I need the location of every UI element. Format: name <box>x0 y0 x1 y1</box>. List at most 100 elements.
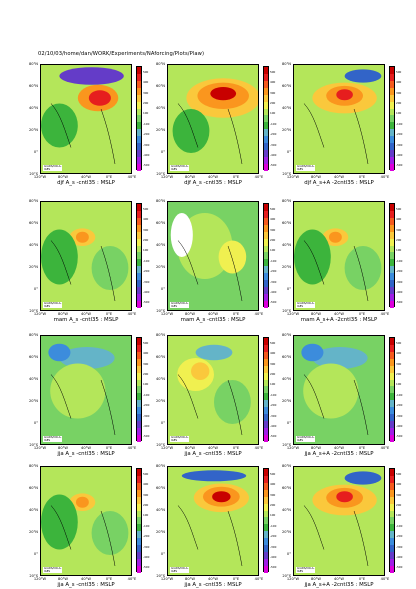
coastline <box>303 505 369 567</box>
colorbar-swatch <box>390 259 394 267</box>
latitude-label: 80°N <box>281 62 291 66</box>
mslp-field <box>168 336 258 444</box>
latitude-label: 20°S <box>282 172 291 176</box>
colorbar-tick-label: 400 <box>270 80 276 85</box>
colorbar-tick-label: 300 <box>396 90 402 95</box>
colorbar-tick-label: 200 <box>396 371 402 376</box>
latitude-label: 20°N <box>281 530 291 534</box>
colorbar-swatch <box>137 565 141 573</box>
latitude-label: 40°N <box>28 377 38 381</box>
longitude-label: 0°E <box>358 446 366 450</box>
coastline <box>177 240 243 302</box>
latitude-label: 20°N <box>281 399 291 403</box>
colorbar-swatch <box>390 344 394 352</box>
latitude-label: 20°N <box>28 399 38 403</box>
colorbar-tick-label: 500 <box>270 69 276 74</box>
longitude-label: 120°W <box>33 175 47 179</box>
colorbar-swatch <box>390 287 394 294</box>
longitude-label: 40°W <box>334 312 344 316</box>
latitude-label: 60°N <box>155 355 165 359</box>
longitude-label: 0°E <box>358 577 366 581</box>
colorbar-swatch <box>390 210 394 218</box>
colorbar-swatch <box>264 524 268 532</box>
colorbar <box>136 337 142 442</box>
colorbar-tick-label: 400 <box>143 217 149 222</box>
colorbar-swatch <box>390 434 394 442</box>
longitude-label: 40°E <box>380 577 390 581</box>
longitude-label: 120°W <box>33 446 47 450</box>
colorbar-tick-label: 200 <box>396 237 402 242</box>
colorbar-tick-label: -400 <box>270 423 277 428</box>
colorbar-swatch <box>390 101 394 109</box>
colorbar-tick-label: 100 <box>396 111 402 116</box>
colorbar-tick-label: 200 <box>143 100 149 105</box>
colorbar-swatch <box>137 503 141 511</box>
colorbar-tick-label: 100 <box>396 248 402 253</box>
panel-caption: jja A_s+A -2cntl35 : MSLP <box>304 582 374 588</box>
latitude-label: 40°N <box>155 243 165 247</box>
colorbar-tick-label: 500 <box>396 340 402 345</box>
latitude-label: 80°N <box>281 333 291 337</box>
longitude-label: 120°W <box>286 446 300 450</box>
colorbar-tick-label: -300 <box>143 544 150 549</box>
coastline <box>303 374 369 436</box>
longitude-label: 120°W <box>286 175 300 179</box>
colorbar-swatch <box>264 156 268 164</box>
contour-region <box>301 343 324 362</box>
contour-region <box>59 347 115 369</box>
colorbar-tick-label: 400 <box>143 482 149 487</box>
colorbar-tick-label: 400 <box>270 217 276 222</box>
longitude-label: 40°W <box>81 312 91 316</box>
contour-region <box>191 362 210 380</box>
colorbar-swatch <box>137 414 141 422</box>
model-stamp: GrADS/COLA-IGES <box>296 567 316 573</box>
longitude-label: 80°W <box>58 175 68 179</box>
longitude-label: 120°W <box>33 577 47 581</box>
longitude-label: 40°E <box>127 175 137 179</box>
colorbar-swatch <box>264 217 268 225</box>
colorbar-tick-label: -400 <box>396 289 403 294</box>
colorbar-swatch <box>264 87 268 95</box>
colorbar-swatch <box>137 300 141 308</box>
contour-region <box>75 496 89 508</box>
colorbar-swatch <box>264 259 268 267</box>
colorbar-tick-label: 100 <box>270 513 276 518</box>
colorbar-tick-label: -500 <box>270 565 277 570</box>
colorbar-tick-label: 400 <box>270 482 276 487</box>
colorbar-swatch <box>137 351 141 359</box>
contour-region <box>59 67 124 85</box>
colorbar-swatch <box>390 372 394 380</box>
colorbar-tick-label: 100 <box>143 382 149 387</box>
colorbar-tick-label: 300 <box>143 361 149 366</box>
longitude-label: 120°W <box>286 312 300 316</box>
colorbar-swatch <box>390 531 394 539</box>
latitude-label: 0° <box>160 150 165 154</box>
contour-region <box>50 363 106 419</box>
colorbar-swatch <box>137 496 141 504</box>
colorbar-swatch <box>390 489 394 497</box>
colorbar-swatch <box>264 108 268 116</box>
contour-region <box>88 90 111 106</box>
colorbar-tick-label: -100 <box>396 121 403 126</box>
colorbar-tick-label: -100 <box>396 392 403 397</box>
colorbar-swatch <box>264 517 268 525</box>
colorbar-tick-label: -200 <box>270 269 277 274</box>
field-background <box>168 467 258 575</box>
model-stamp: GrADS/COLA-IGES <box>170 302 190 308</box>
longitude-label: 40°E <box>380 175 390 179</box>
colorbar <box>263 337 269 442</box>
longitude-label: 40°E <box>127 312 137 316</box>
colorbar-swatch <box>390 217 394 225</box>
coastline <box>50 505 116 567</box>
longitude-label: 80°W <box>311 312 321 316</box>
colorbar-tick-label: -300 <box>270 142 277 147</box>
colorbar-swatch <box>390 558 394 566</box>
colorbar-swatch <box>137 87 141 95</box>
colorbar-swatch <box>137 210 141 218</box>
colorbar-swatch <box>137 344 141 352</box>
coastline <box>50 240 116 302</box>
colorbar-swatch <box>390 129 394 137</box>
colorbar-tick-label: -100 <box>396 258 403 263</box>
colorbar-swatch <box>264 273 268 281</box>
colorbar-swatch <box>264 101 268 109</box>
